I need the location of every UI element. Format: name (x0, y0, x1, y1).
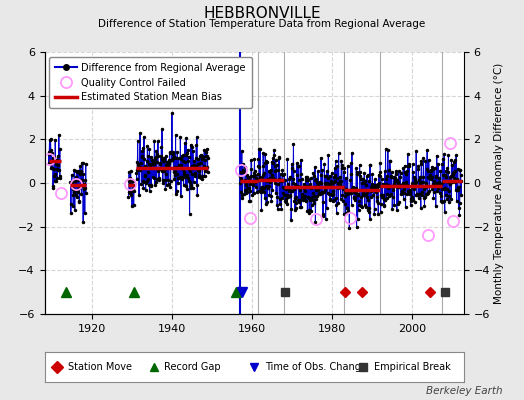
Text: HEBBRONVILLE: HEBBRONVILLE (203, 6, 321, 21)
Text: Difference of Station Temperature Data from Regional Average: Difference of Station Temperature Data f… (99, 19, 425, 29)
Text: Berkeley Earth: Berkeley Earth (427, 386, 503, 396)
Text: Record Gap: Record Gap (164, 362, 221, 372)
Text: Station Move: Station Move (68, 362, 132, 372)
Legend: Difference from Regional Average, Quality Control Failed, Estimated Station Mean: Difference from Regional Average, Qualit… (49, 57, 252, 108)
Text: Time of Obs. Change: Time of Obs. Change (265, 362, 366, 372)
Text: Empirical Break: Empirical Break (374, 362, 450, 372)
Y-axis label: Monthly Temperature Anomaly Difference (°C): Monthly Temperature Anomaly Difference (… (494, 62, 504, 304)
